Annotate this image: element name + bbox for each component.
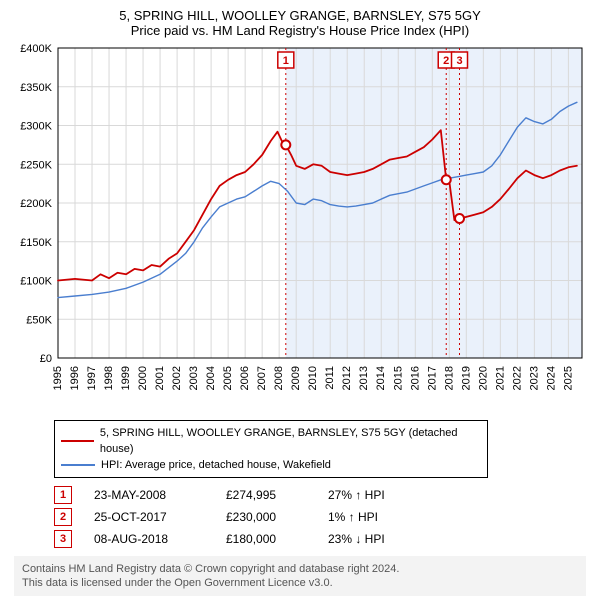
marker-table: 1 23-MAY-2008 £274,995 27% ↑ HPI 2 25-OCT-201… (54, 484, 586, 550)
svg-text:£50K: £50K (26, 314, 52, 326)
svg-text:2004: 2004 (205, 366, 217, 390)
svg-text:2022: 2022 (511, 366, 523, 390)
svg-text:2010: 2010 (307, 366, 319, 390)
svg-text:1998: 1998 (103, 366, 115, 390)
svg-text:2023: 2023 (528, 366, 540, 390)
svg-text:2: 2 (443, 55, 449, 67)
legend-swatch (61, 440, 94, 442)
svg-text:2024: 2024 (545, 366, 557, 390)
svg-text:2003: 2003 (188, 366, 200, 390)
chart-subtitle: Price paid vs. HM Land Registry's House … (10, 23, 590, 38)
svg-text:2002: 2002 (171, 366, 183, 390)
marker-diff: 23% ↓ HPI (328, 528, 418, 550)
svg-text:2019: 2019 (460, 366, 472, 390)
attribution-box: Contains HM Land Registry data © Crown c… (14, 556, 586, 596)
svg-text:2000: 2000 (137, 366, 149, 390)
marker-row: 1 23-MAY-2008 £274,995 27% ↑ HPI (54, 484, 586, 506)
chart-container: 5, SPRING HILL, WOOLLEY GRANGE, BARNSLEY… (0, 0, 600, 604)
svg-text:1997: 1997 (86, 366, 98, 390)
legend-label: HPI: Average price, detached house, Wake… (101, 457, 331, 473)
attribution-line-1: Contains HM Land Registry data © Crown c… (22, 562, 578, 576)
svg-text:1995: 1995 (52, 366, 64, 390)
marker-badge: 1 (54, 486, 72, 504)
svg-text:2014: 2014 (375, 366, 387, 390)
marker-date: 08-AUG-2018 (94, 528, 204, 550)
svg-text:1996: 1996 (69, 366, 81, 390)
marker-row: 3 08-AUG-2018 £180,000 23% ↓ HPI (54, 528, 586, 550)
svg-text:£150K: £150K (20, 237, 52, 249)
svg-text:2006: 2006 (239, 366, 251, 390)
marker-price: £230,000 (226, 506, 306, 528)
marker-price: £274,995 (226, 484, 306, 506)
svg-text:2017: 2017 (426, 366, 438, 390)
svg-text:1: 1 (283, 55, 289, 67)
line-chart-svg: £0 £50K £100K £150K £200K £250K £300K £350K £400… (10, 42, 590, 412)
svg-text:£0: £0 (40, 353, 52, 365)
marker-badge: 3 (54, 530, 72, 548)
svg-text:2016: 2016 (409, 366, 421, 390)
svg-text:3: 3 (456, 55, 462, 67)
svg-text:2013: 2013 (358, 366, 370, 390)
marker-row: 2 25-OCT-2017 £230,000 1% ↑ HPI (54, 506, 586, 528)
svg-text:£250K: £250K (20, 159, 52, 171)
marker-diff: 27% ↑ HPI (328, 484, 418, 506)
svg-text:1999: 1999 (120, 366, 132, 390)
svg-text:2007: 2007 (256, 366, 268, 390)
svg-text:2021: 2021 (494, 366, 506, 390)
svg-text:£350K: £350K (20, 82, 52, 94)
marker-price: £180,000 (226, 528, 306, 550)
svg-text:2025: 2025 (562, 366, 574, 390)
marker-date: 23-MAY-2008 (94, 484, 204, 506)
marker-diff: 1% ↑ HPI (328, 506, 418, 528)
legend-box: 5, SPRING HILL, WOOLLEY GRANGE, BARNSLEY… (54, 420, 488, 478)
attribution-line-2: This data is licensed under the Open Gov… (22, 576, 578, 590)
chart-area: £0 £50K £100K £150K £200K £250K £300K £350K £400… (10, 42, 590, 412)
legend-swatch (61, 464, 95, 466)
svg-text:2018: 2018 (443, 366, 455, 390)
chart-title: 5, SPRING HILL, WOOLLEY GRANGE, BARNSLEY… (10, 8, 590, 23)
legend-row: HPI: Average price, detached house, Wake… (61, 457, 481, 473)
svg-text:2009: 2009 (290, 366, 302, 390)
svg-text:2011: 2011 (324, 366, 336, 390)
marker-date: 25-OCT-2017 (94, 506, 204, 528)
svg-text:£300K: £300K (20, 121, 52, 133)
svg-text:£400K: £400K (20, 43, 52, 55)
svg-text:2001: 2001 (154, 366, 166, 390)
svg-text:2008: 2008 (273, 366, 285, 390)
marker-badge: 2 (54, 508, 72, 526)
legend-label: 5, SPRING HILL, WOOLLEY GRANGE, BARNSLEY… (100, 425, 481, 457)
svg-text:2015: 2015 (392, 366, 404, 390)
legend-row: 5, SPRING HILL, WOOLLEY GRANGE, BARNSLEY… (61, 425, 481, 457)
svg-text:£100K: £100K (20, 276, 52, 288)
svg-text:£200K: £200K (20, 198, 52, 210)
svg-text:2012: 2012 (341, 366, 353, 390)
svg-text:2020: 2020 (477, 366, 489, 390)
svg-text:2005: 2005 (222, 366, 234, 390)
